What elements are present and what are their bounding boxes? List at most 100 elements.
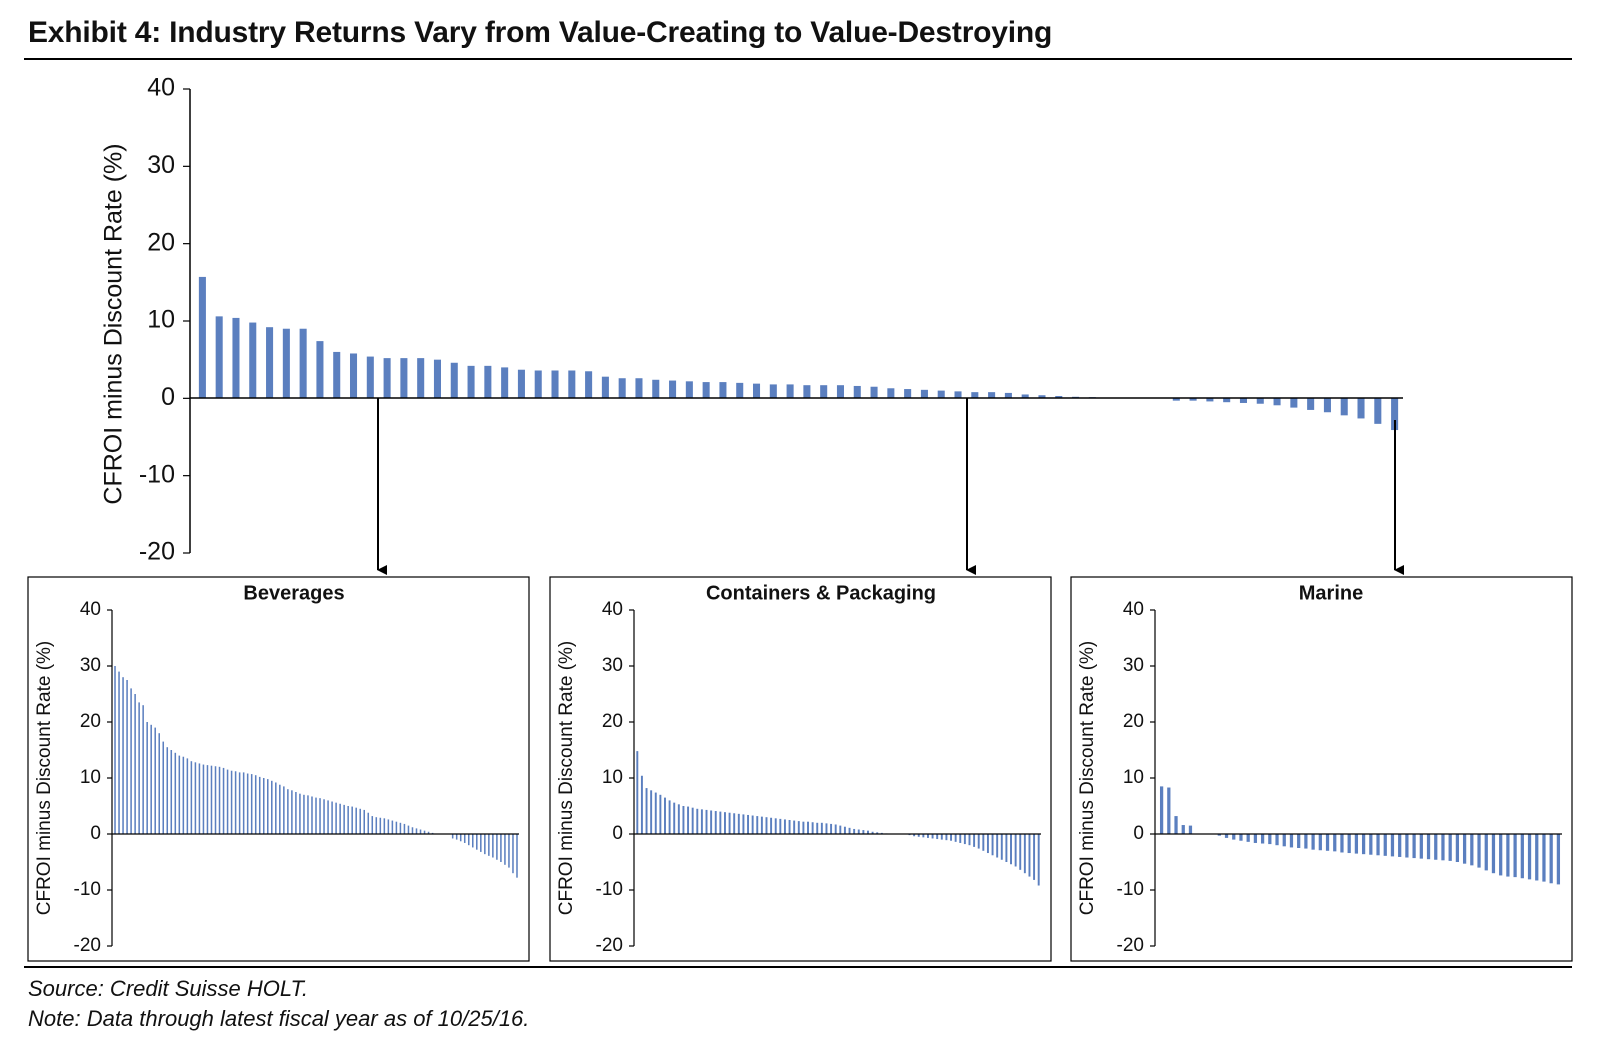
containers-packaging-bar <box>696 808 699 834</box>
main-bar <box>585 371 593 399</box>
beverages-bar <box>331 801 333 834</box>
beverages-bar <box>122 677 124 834</box>
main-bar <box>1357 398 1365 419</box>
containers-packaging-bar <box>1037 834 1040 886</box>
marine-bar <box>1311 834 1315 850</box>
main-bar <box>803 385 811 399</box>
main-bar <box>601 376 609 399</box>
containers-packaging-bar <box>977 834 980 849</box>
beverages-bar <box>403 823 406 834</box>
beverages-frame <box>27 576 530 962</box>
marine-bar <box>1167 787 1171 834</box>
beverages-bar <box>343 804 345 834</box>
main-bar <box>1290 398 1298 408</box>
beverages-bar <box>166 747 169 834</box>
marine-bar <box>1361 834 1366 855</box>
beverages-bar <box>504 834 506 865</box>
beverages-bar <box>455 834 458 840</box>
beverages-bar <box>186 758 189 834</box>
beverages-bar <box>383 818 386 834</box>
containers-packaging-bar <box>719 811 722 834</box>
containers-packaging-bar <box>756 816 759 834</box>
containers-packaging-bar <box>816 822 819 834</box>
containers-packaging-bar <box>774 818 777 834</box>
containers-packaging-bar <box>968 834 971 846</box>
beverages-bar <box>254 775 257 834</box>
marine-y-tick-label: 10 <box>1123 767 1144 788</box>
main-bar <box>1239 398 1247 403</box>
containers-packaging-bar <box>677 804 680 834</box>
beverages-bar <box>295 792 297 834</box>
marine-bar <box>1383 834 1387 856</box>
main-bar <box>433 359 441 399</box>
main-bar <box>1172 398 1180 401</box>
marine-bar <box>1390 834 1395 857</box>
containers-packaging-bar <box>802 821 805 834</box>
beverages-bar <box>451 834 454 839</box>
main-bar <box>450 362 458 399</box>
main-bar <box>349 353 358 399</box>
main-bar <box>299 328 307 399</box>
beverages-bar <box>158 733 160 834</box>
beverages-y-axis-label: CFROI minus Discount Rate (%) <box>34 641 55 916</box>
beverages-bar <box>182 756 185 834</box>
containers-packaging-frame <box>549 576 1052 962</box>
containers-packaging-y-tick-label: -10 <box>596 879 623 900</box>
containers-packaging-bar <box>807 821 809 834</box>
marine-bar <box>1491 834 1496 874</box>
main-bar <box>215 316 223 399</box>
main-bar <box>1374 398 1382 424</box>
marine-bar <box>1542 834 1546 882</box>
containers-packaging-bar <box>950 834 953 841</box>
beverages-bar <box>279 784 281 834</box>
containers-packaging-bar <box>687 806 690 834</box>
beverages-bar <box>303 794 305 834</box>
marine-bar <box>1434 834 1438 860</box>
containers-packaging-bar <box>922 834 925 838</box>
beverages-y-ticks <box>107 609 112 947</box>
containers-packaging-bar <box>654 792 657 834</box>
main-bar <box>282 328 290 399</box>
beverages-bar <box>238 772 241 834</box>
containers-packaging-bar <box>1019 834 1022 870</box>
marine-bar <box>1369 834 1373 855</box>
containers-packaging-bar <box>788 820 791 834</box>
containers-packaging-bar <box>1014 834 1017 867</box>
main-bar <box>954 391 962 399</box>
main-bar <box>534 370 542 399</box>
marine-bar <box>1499 834 1503 876</box>
marine-y-axis-label: CFROI minus Discount Rate (%) <box>1077 641 1098 916</box>
beverages-bar <box>258 776 261 834</box>
beverages-bar <box>508 834 510 868</box>
marine-bar <box>1484 834 1488 871</box>
marine-bar <box>1441 834 1445 861</box>
beverages-bar <box>411 827 414 834</box>
containers-packaging-bar <box>668 800 671 834</box>
beverages-panel: Beverages 40 30 20 10 0 -10 -20 CFROI minus Di… <box>27 576 530 962</box>
containers-packaging-bar <box>1000 834 1003 860</box>
containers-packaging-bar <box>996 834 999 858</box>
main-bar <box>517 369 525 399</box>
marine-bar <box>1232 834 1236 840</box>
marine-bar <box>1398 834 1402 857</box>
beverages-bar <box>287 789 289 834</box>
main-bar <box>366 356 374 399</box>
marine-bar <box>1159 786 1164 834</box>
containers-packaging-bar <box>705 809 708 834</box>
chart-title: Exhibit 4: Industry Returns Vary from Va… <box>28 16 1053 49</box>
beverages-bar <box>174 752 177 834</box>
marine-bar <box>1477 834 1481 868</box>
marine-bar <box>1549 834 1553 884</box>
containers-packaging-bar <box>783 819 786 834</box>
containers-packaging-bar <box>765 817 768 834</box>
beverages-bar <box>134 694 136 834</box>
marine-bar <box>1347 834 1351 854</box>
main-bar <box>501 367 509 399</box>
main-bar <box>266 327 274 399</box>
containers-packaging-bar <box>733 813 736 834</box>
main-bar <box>1391 398 1399 431</box>
containers-packaging-y-tick-label: 10 <box>602 767 623 788</box>
containers-packaging-bar <box>1033 834 1036 880</box>
containers-packaging-bar <box>811 822 814 834</box>
containers-packaging-bar <box>751 815 754 834</box>
